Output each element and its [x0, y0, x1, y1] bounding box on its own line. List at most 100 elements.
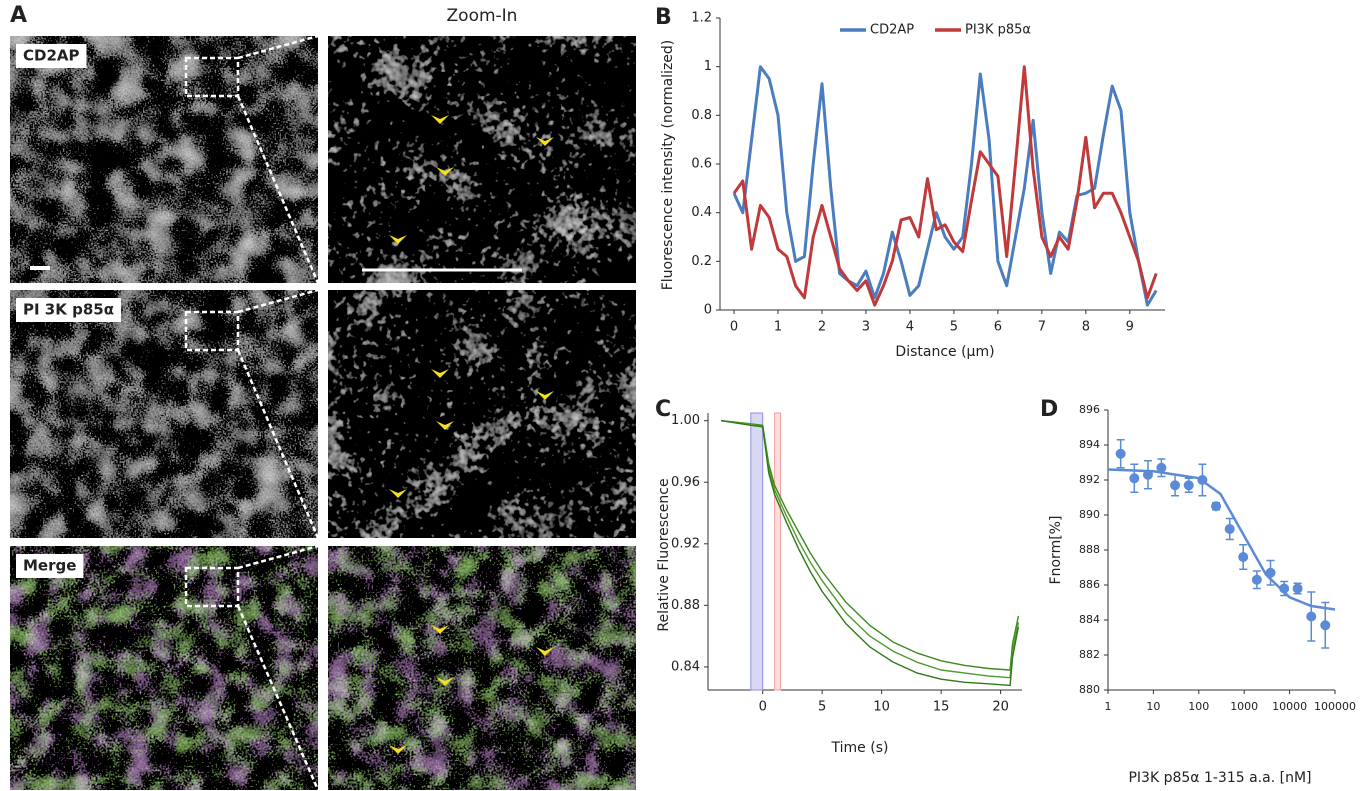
legend-label: PI3K p85α [965, 23, 1031, 38]
data-point [1251, 574, 1262, 585]
x-tick-label: 2 [818, 320, 826, 335]
y-axis-label: Fluorescence intensity (normalized) [660, 40, 676, 291]
arrowhead [389, 489, 407, 498]
arrowhead [536, 647, 554, 656]
y-tick-label: 0.88 [671, 598, 700, 613]
zoom-line [236, 95, 320, 284]
panel-label: A [10, 3, 27, 28]
label-bg [16, 298, 121, 322]
data-point [1306, 611, 1317, 622]
x-tick-label: 4 [906, 320, 914, 335]
fit-curve [1107, 468, 1336, 611]
data-point [1211, 501, 1222, 512]
arrowhead [431, 369, 449, 378]
x-tick-label: 1000 [1230, 700, 1258, 713]
panel-label: B [655, 5, 672, 30]
y-tick-label: 896 [1079, 403, 1100, 416]
y-tick-label: 888 [1079, 543, 1100, 556]
y-tick-label: 0.84 [671, 659, 700, 674]
x-tick-label: 0 [759, 700, 767, 715]
y-tick-label: 0.92 [671, 536, 700, 551]
y-tick-label: 0.96 [671, 475, 700, 490]
micrograph [10, 36, 318, 283]
x-axis-label: Time (s) [831, 740, 889, 756]
series-line [732, 65, 1158, 307]
x-tick-label: 10 [1146, 700, 1160, 713]
zoom-box [184, 566, 240, 608]
zoom-micrograph [328, 546, 636, 790]
y-tick-label: 0.8 [691, 108, 712, 123]
x-tick-label: 7 [1038, 320, 1046, 335]
y-tick-label: 1 [704, 59, 712, 74]
x-tick-label: 1 [1105, 700, 1112, 713]
x-tick-label: 6 [994, 320, 1002, 335]
data-point [1129, 473, 1140, 484]
zoom-line [236, 605, 320, 791]
zoom-line [237, 288, 319, 314]
x-tick-label: 100 [1188, 700, 1209, 713]
data-point [1224, 524, 1235, 534]
arrowhead [436, 421, 454, 430]
y-tick-label: 882 [1079, 648, 1100, 661]
zoom-micrograph [328, 36, 636, 283]
micrograph [10, 546, 318, 790]
data-point [1115, 448, 1126, 459]
zoom-micrograph [328, 290, 636, 538]
data-point [1292, 583, 1303, 594]
data-point [1170, 480, 1181, 491]
zoom-line [237, 34, 319, 60]
x-tick-label: 0 [730, 320, 738, 335]
y-tick-label: 884 [1079, 613, 1100, 626]
data-point [1197, 475, 1208, 485]
y-tick-label: 894 [1079, 438, 1100, 451]
zoom-box [184, 56, 240, 98]
region [774, 412, 782, 691]
arrowhead [436, 677, 454, 686]
x-tick-label: 10000 [1272, 700, 1307, 713]
x-tick-label: 5 [950, 320, 958, 335]
x-tick-label: 10 [873, 700, 890, 715]
data-point [1238, 552, 1249, 562]
y-tick-label: 1.00 [671, 413, 700, 428]
x-tick-label: 20 [992, 700, 1009, 715]
series-line [732, 65, 1158, 307]
data-point [1183, 480, 1194, 491]
channel-label: PI 3K p85α [23, 301, 114, 319]
y-tick-label: 0 [704, 303, 712, 318]
x-tick-label: 100000 [1314, 700, 1356, 713]
y-tick-label: 1.2 [691, 11, 712, 26]
x-axis-label: Distance (μm) [895, 344, 994, 360]
y-tick-label: 0.2 [691, 254, 712, 269]
arrowhead [431, 625, 449, 634]
panel-label: C [655, 397, 671, 422]
arrowhead [431, 115, 449, 124]
x-tick-label: 8 [1082, 320, 1090, 335]
x-tick-label: 1 [774, 320, 782, 335]
zoom-title: Zoom-In [447, 6, 518, 26]
series-line [720, 420, 1020, 687]
micrograph [10, 290, 318, 538]
channel-label: Merge [23, 557, 76, 575]
x-axis-label: PI3K p85α 1-315 a.a. [nM] [1128, 770, 1311, 786]
arrowhead [536, 391, 554, 400]
arrowhead [536, 137, 554, 146]
zoom-line [237, 544, 319, 570]
x-tick-label: 5 [818, 700, 826, 715]
arrowhead [389, 745, 407, 754]
data-point [1320, 620, 1331, 631]
x-tick-label: 15 [933, 700, 950, 715]
y-tick-label: 880 [1079, 683, 1100, 696]
y-axis-label: Fnorm[%] [1048, 516, 1064, 585]
panel-label: D [1040, 397, 1058, 422]
y-tick-label: 890 [1079, 508, 1100, 521]
y-tick-label: 0.4 [691, 205, 712, 220]
data-point [1156, 462, 1167, 473]
data-point [1142, 469, 1153, 480]
channel-label: CD2AP [23, 47, 80, 65]
zoom-line [236, 349, 320, 539]
panel-a: A Zoom-In [10, 3, 517, 28]
zoom-box [184, 310, 240, 352]
y-tick-label: 886 [1079, 578, 1100, 591]
y-tick-label: 892 [1079, 473, 1100, 486]
